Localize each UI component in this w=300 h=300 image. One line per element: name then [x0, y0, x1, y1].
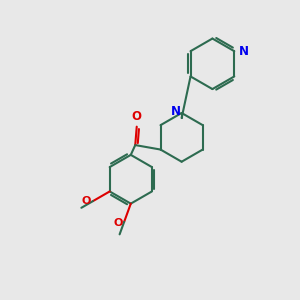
Text: O: O: [131, 110, 141, 123]
Text: O: O: [81, 196, 91, 206]
Text: N: N: [171, 105, 181, 118]
Text: N: N: [239, 45, 249, 58]
Text: O: O: [113, 218, 122, 228]
